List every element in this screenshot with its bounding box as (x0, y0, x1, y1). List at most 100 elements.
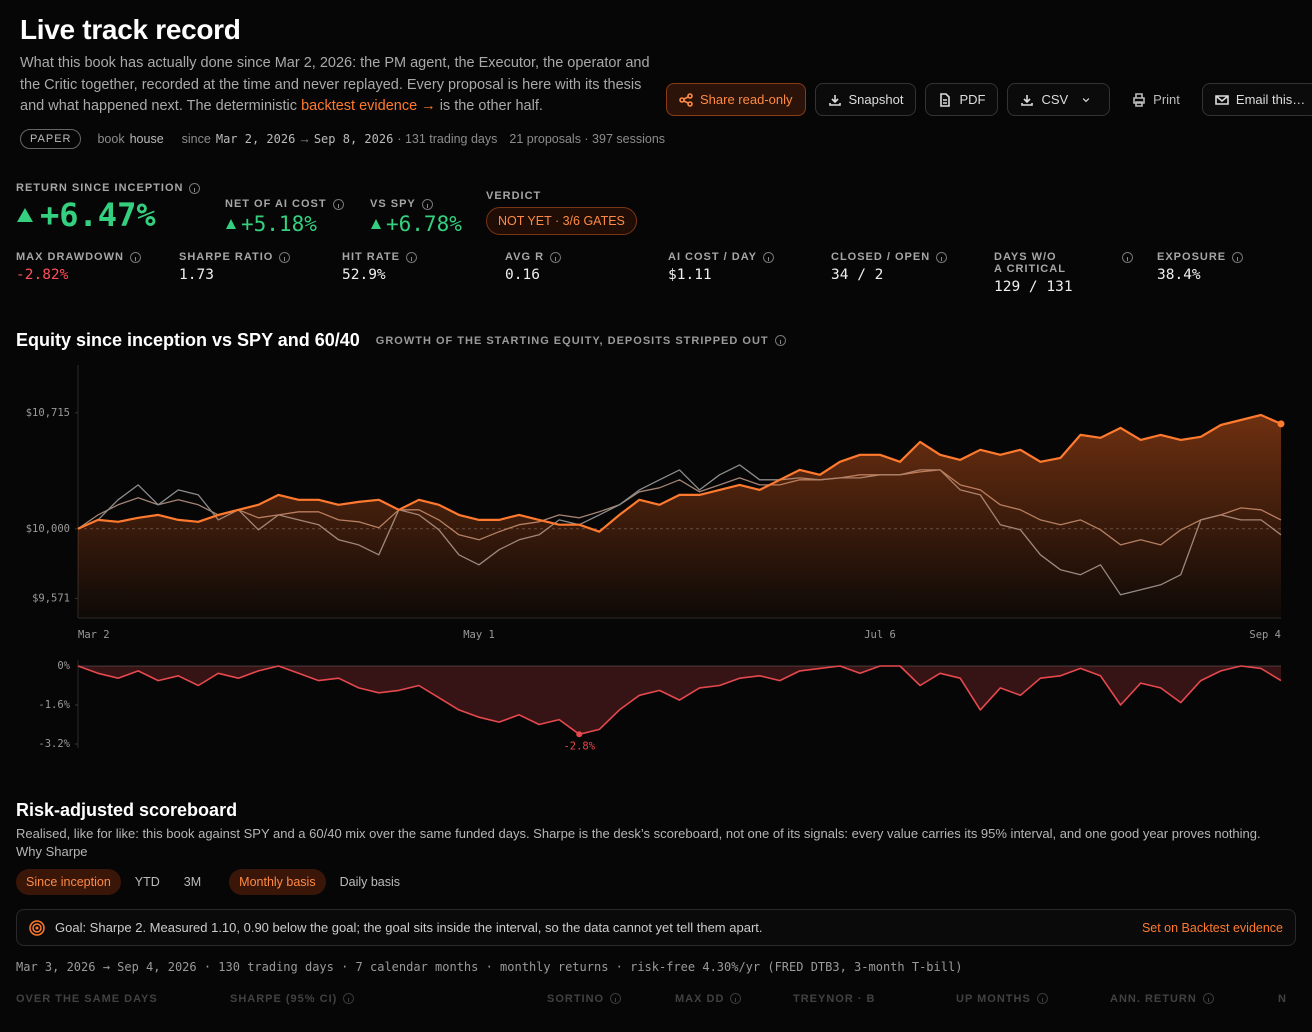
kpi-label: VS SPY (370, 198, 462, 210)
description-text: What this book has actually done since M… (20, 55, 650, 114)
email-button[interactable]: Email this… (1201, 83, 1312, 116)
info-icon[interactable] (189, 182, 201, 194)
metric-label-line: CLOSED / OPEN (831, 251, 931, 263)
metric-label-text: CLOSED / OPEN (831, 251, 930, 263)
metric-value: 129 / 131 (994, 279, 1073, 295)
column-header: MAX DD (675, 993, 742, 1005)
why-sharpe-link[interactable]: Why Sharpe (16, 844, 88, 859)
metric: HIT RATE 52.9% (342, 251, 492, 283)
info-icon[interactable] (421, 198, 433, 210)
arrow: → (298, 132, 311, 146)
min-dot (576, 731, 583, 738)
kpi-label-text: NET OF AI COST (225, 198, 327, 210)
book-name: house (129, 132, 164, 146)
info-icon[interactable] (129, 252, 141, 263)
y-tick-label: -1.6% (38, 699, 70, 711)
value-label: -2.8% (563, 740, 595, 752)
snapshot-button[interactable]: Snapshot (814, 83, 917, 116)
end-dot (1277, 420, 1285, 428)
chart-subtitle: GROWTH OF THE STARTING EQUITY, DEPOSITS … (376, 335, 786, 347)
window-line: Mar 3, 2026 → Sep 4, 2026 · 130 trading … (16, 960, 963, 974)
metric-label-text: SHARPE RATIO (179, 251, 273, 263)
basis-tab[interactable]: Daily basis (339, 875, 401, 889)
info-icon[interactable] (730, 993, 742, 1004)
metric-label: CLOSED / OPEN (831, 251, 981, 263)
chart-title: Equity since inception vs SPY and 60/40 (16, 330, 360, 350)
y-tick-label: $9,571 (32, 592, 70, 604)
metric-label-line: AI COST / DAY (668, 251, 757, 263)
backtest-link[interactable]: backtest evidence → (301, 98, 436, 114)
kpi-value-text: +5.18% (241, 212, 317, 236)
metric-value: 1.73 (179, 267, 214, 283)
info-icon[interactable] (332, 198, 344, 210)
series-line (77, 413, 1282, 533)
info-icon[interactable] (550, 252, 562, 263)
metric-label-line: EXPOSURE (1157, 251, 1227, 263)
column-label: SORTINO (547, 993, 605, 1005)
area-fill (78, 415, 1281, 618)
kpi: RETURN SINCE INCEPTION +6.47% (16, 182, 201, 234)
kpi: NET OF AI COST +5.18% (225, 198, 344, 236)
action-bar: Share read-only Snapshot PDF CSV Print E… (666, 83, 1312, 116)
metric-label-text: EXPOSURE (1157, 251, 1226, 263)
up-arrow (17, 208, 33, 222)
section-title: Risk-adjusted scoreboard (16, 800, 238, 820)
tabs: Since inception YTD 3M Monthly basis Daily b… (16, 869, 410, 895)
info-icon[interactable] (1202, 993, 1214, 1004)
column-header: OVER THE SAME DAYS (16, 993, 158, 1005)
up-arrow (371, 219, 381, 229)
description-text: is the other half. (435, 98, 543, 114)
metric: AVG R 0.16 (505, 251, 655, 283)
period-tab[interactable]: Since inception (16, 869, 121, 895)
column-label: MAX DD (675, 993, 725, 1005)
metric-label-text: MAX DRAWDOWN (16, 251, 124, 263)
metric-label-line: HIT RATE (342, 251, 400, 263)
basis-tab[interactable]: Monthly basis (229, 869, 326, 895)
info-icon[interactable] (936, 252, 948, 263)
book-label: book (97, 132, 125, 146)
column-header: TREYNOR · B (793, 993, 876, 1005)
info-icon[interactable] (1232, 252, 1244, 263)
metric-label-line: A CRITICAL (994, 263, 1066, 275)
info-icon[interactable] (279, 252, 291, 263)
period-tab[interactable]: 3M (183, 875, 202, 889)
verdict: VERDICT NOT YET · 3/6 GATES (486, 190, 637, 235)
info-icon[interactable] (1036, 993, 1048, 1004)
kpi-label-text: VS SPY (370, 198, 416, 210)
pdf-button[interactable]: PDF (925, 83, 999, 116)
goal-box: Goal: Sharpe 2. Measured 1.10, 0.90 belo… (16, 909, 1296, 946)
y-tick-label: $10,000 (26, 523, 70, 535)
metric-label-line: SHARPE RATIO (179, 251, 274, 263)
metric-value: $1.11 (668, 267, 712, 283)
period-tab[interactable]: YTD (134, 875, 160, 889)
metric-value: 0.16 (505, 267, 540, 283)
info-icon[interactable] (1121, 252, 1133, 263)
metric-value: 34 / 2 (831, 267, 884, 283)
print-button[interactable]: Print (1119, 83, 1193, 116)
verdict-pill: NOT YET · 3/6 GATES (486, 207, 637, 235)
y-tick-label: -3.2% (38, 738, 70, 750)
kpi-label: RETURN SINCE INCEPTION (16, 182, 201, 194)
kpi-value-text: +6.78% (386, 212, 462, 236)
metric: EXPOSURE 38.4% (1157, 251, 1307, 283)
metric-label-line: MAX DRAWDOWN (16, 251, 124, 263)
column-header: N (1278, 993, 1287, 1005)
info-icon[interactable] (763, 252, 774, 263)
csv-button[interactable]: CSV (1007, 83, 1111, 116)
metric-label: HIT RATE (342, 251, 492, 263)
metric-label-text: HIT RATE (342, 251, 400, 263)
info-icon[interactable] (405, 252, 417, 263)
x-tick-label: May 1 (463, 629, 495, 641)
info-icon[interactable] (774, 335, 786, 346)
share-button[interactable]: Share read-only (666, 83, 806, 116)
column-label: TREYNOR · B (793, 993, 876, 1005)
verdict-label: VERDICT (486, 190, 542, 202)
info-icon[interactable] (610, 993, 622, 1004)
column-label: UP MONTHS (956, 993, 1031, 1005)
metric-label-line: DAYS W/O (994, 251, 1057, 263)
goal-action[interactable]: Set on Backtest evidence (1141, 920, 1283, 935)
metric-label: SHARPE RATIO (179, 251, 329, 263)
metric: MAX DRAWDOWN -2.82% (16, 251, 166, 283)
info-icon[interactable] (343, 993, 355, 1004)
section-text: Realised, like for like: this book again… (16, 826, 1261, 841)
